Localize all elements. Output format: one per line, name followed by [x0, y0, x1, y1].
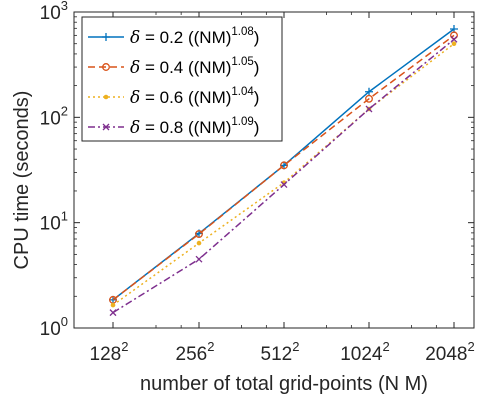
- series-2: [109, 31, 458, 304]
- x-tick-label: 5122: [261, 339, 300, 365]
- legend-delta: δ: [130, 88, 140, 108]
- legend-entry-2: δ = 0.4 ((NM)1.05): [88, 56, 259, 78]
- y-tick-base: 10: [40, 3, 61, 24]
- legend: δ = 0.2 ((NM)1.08)δ = 0.4 ((NM)1.05)δ = …: [81, 16, 283, 142]
- dot-marker: [451, 41, 457, 47]
- y-tick-label: 101: [40, 209, 68, 235]
- legend-value: = 0.8 ((NM): [140, 118, 231, 137]
- x-marker: [450, 35, 458, 43]
- y-tick-exponent: 2: [61, 103, 68, 118]
- y-tick-label: 102: [40, 103, 68, 129]
- legend-exponent: 1.09: [231, 116, 253, 128]
- x-tick-exponent: 2: [468, 339, 475, 354]
- plus-marker: [365, 87, 373, 96]
- legend-exponent: 1.08: [231, 26, 253, 38]
- x-tick-base: 512: [261, 344, 293, 365]
- circle-marker: [365, 94, 373, 103]
- legend-exponent: 1.05: [231, 56, 253, 68]
- x-marker: [102, 123, 110, 131]
- y-tick-exponent: 0: [61, 314, 68, 329]
- circle-marker: [195, 230, 203, 238]
- series-line: [112, 34, 455, 301]
- legend-entry-1: δ = 0.2 ((NM)1.08): [88, 26, 259, 48]
- legend-delta: δ: [130, 28, 140, 48]
- y-tick-exponent: 1: [61, 209, 68, 224]
- y-axis-label: CPU time (seconds): [11, 91, 33, 270]
- x-tick-label: 10242: [340, 339, 390, 365]
- x-marker: [109, 309, 117, 317]
- circle-marker: [102, 63, 110, 71]
- legend-delta: δ: [130, 118, 140, 138]
- y-tick-base: 10: [40, 214, 61, 235]
- legend-close: ): [254, 28, 260, 47]
- legend-value: = 0.4 ((NM): [140, 58, 231, 77]
- circle-marker: [280, 161, 288, 170]
- x-tick-base: 1024: [340, 344, 383, 365]
- x-tick-exponent: 2: [383, 339, 390, 354]
- x-tick-exponent: 2: [292, 339, 299, 354]
- x-marker: [365, 105, 373, 113]
- x-tick-label: 2562: [176, 339, 215, 365]
- y-tick-label: 103: [40, 0, 68, 24]
- series-4: [109, 35, 458, 317]
- legend-label: δ = 0.2 ((NM)1.08): [130, 26, 259, 48]
- legend-value: = 0.6 ((NM): [140, 88, 231, 107]
- y-tick-base: 10: [40, 319, 61, 340]
- y-tick-base: 10: [40, 108, 61, 129]
- legend-entry-3: δ = 0.6 ((NM)1.04): [88, 86, 259, 108]
- legend-value: = 0.2 ((NM): [140, 28, 231, 47]
- legend-label: δ = 0.8 ((NM)1.09): [130, 116, 259, 138]
- x-tick-exponent: 2: [207, 339, 214, 354]
- plus-marker: [102, 33, 110, 41]
- legend-delta: δ: [130, 58, 140, 78]
- x-tick-exponent: 2: [121, 339, 128, 354]
- x-marker: [195, 255, 203, 263]
- x-tick-base: 128: [90, 344, 122, 365]
- legend-entry-4: δ = 0.8 ((NM)1.09): [88, 116, 259, 138]
- dot-marker: [110, 302, 116, 308]
- x-tick-base: 2048: [425, 344, 467, 365]
- x-axis-label: number of total grid-points (N M): [140, 373, 428, 395]
- x-marker: [280, 181, 288, 189]
- dot-marker: [103, 94, 109, 100]
- y-tick-label: 100: [40, 314, 68, 340]
- legend-close: ): [254, 88, 260, 107]
- x-tick-label: 20482: [425, 339, 475, 365]
- axes-box: [73, 11, 475, 329]
- legend-exponent: 1.04: [231, 86, 254, 98]
- legend-label: δ = 0.6 ((NM)1.04): [130, 86, 259, 108]
- legend-close: ): [254, 58, 260, 77]
- legend-close: ): [254, 118, 260, 137]
- x-tick-base: 256: [176, 344, 208, 365]
- x-tick-label: 1282: [90, 339, 129, 365]
- dot-marker: [196, 240, 202, 246]
- y-tick-exponent: 3: [61, 0, 68, 13]
- legend-label: δ = 0.4 ((NM)1.05): [130, 56, 259, 78]
